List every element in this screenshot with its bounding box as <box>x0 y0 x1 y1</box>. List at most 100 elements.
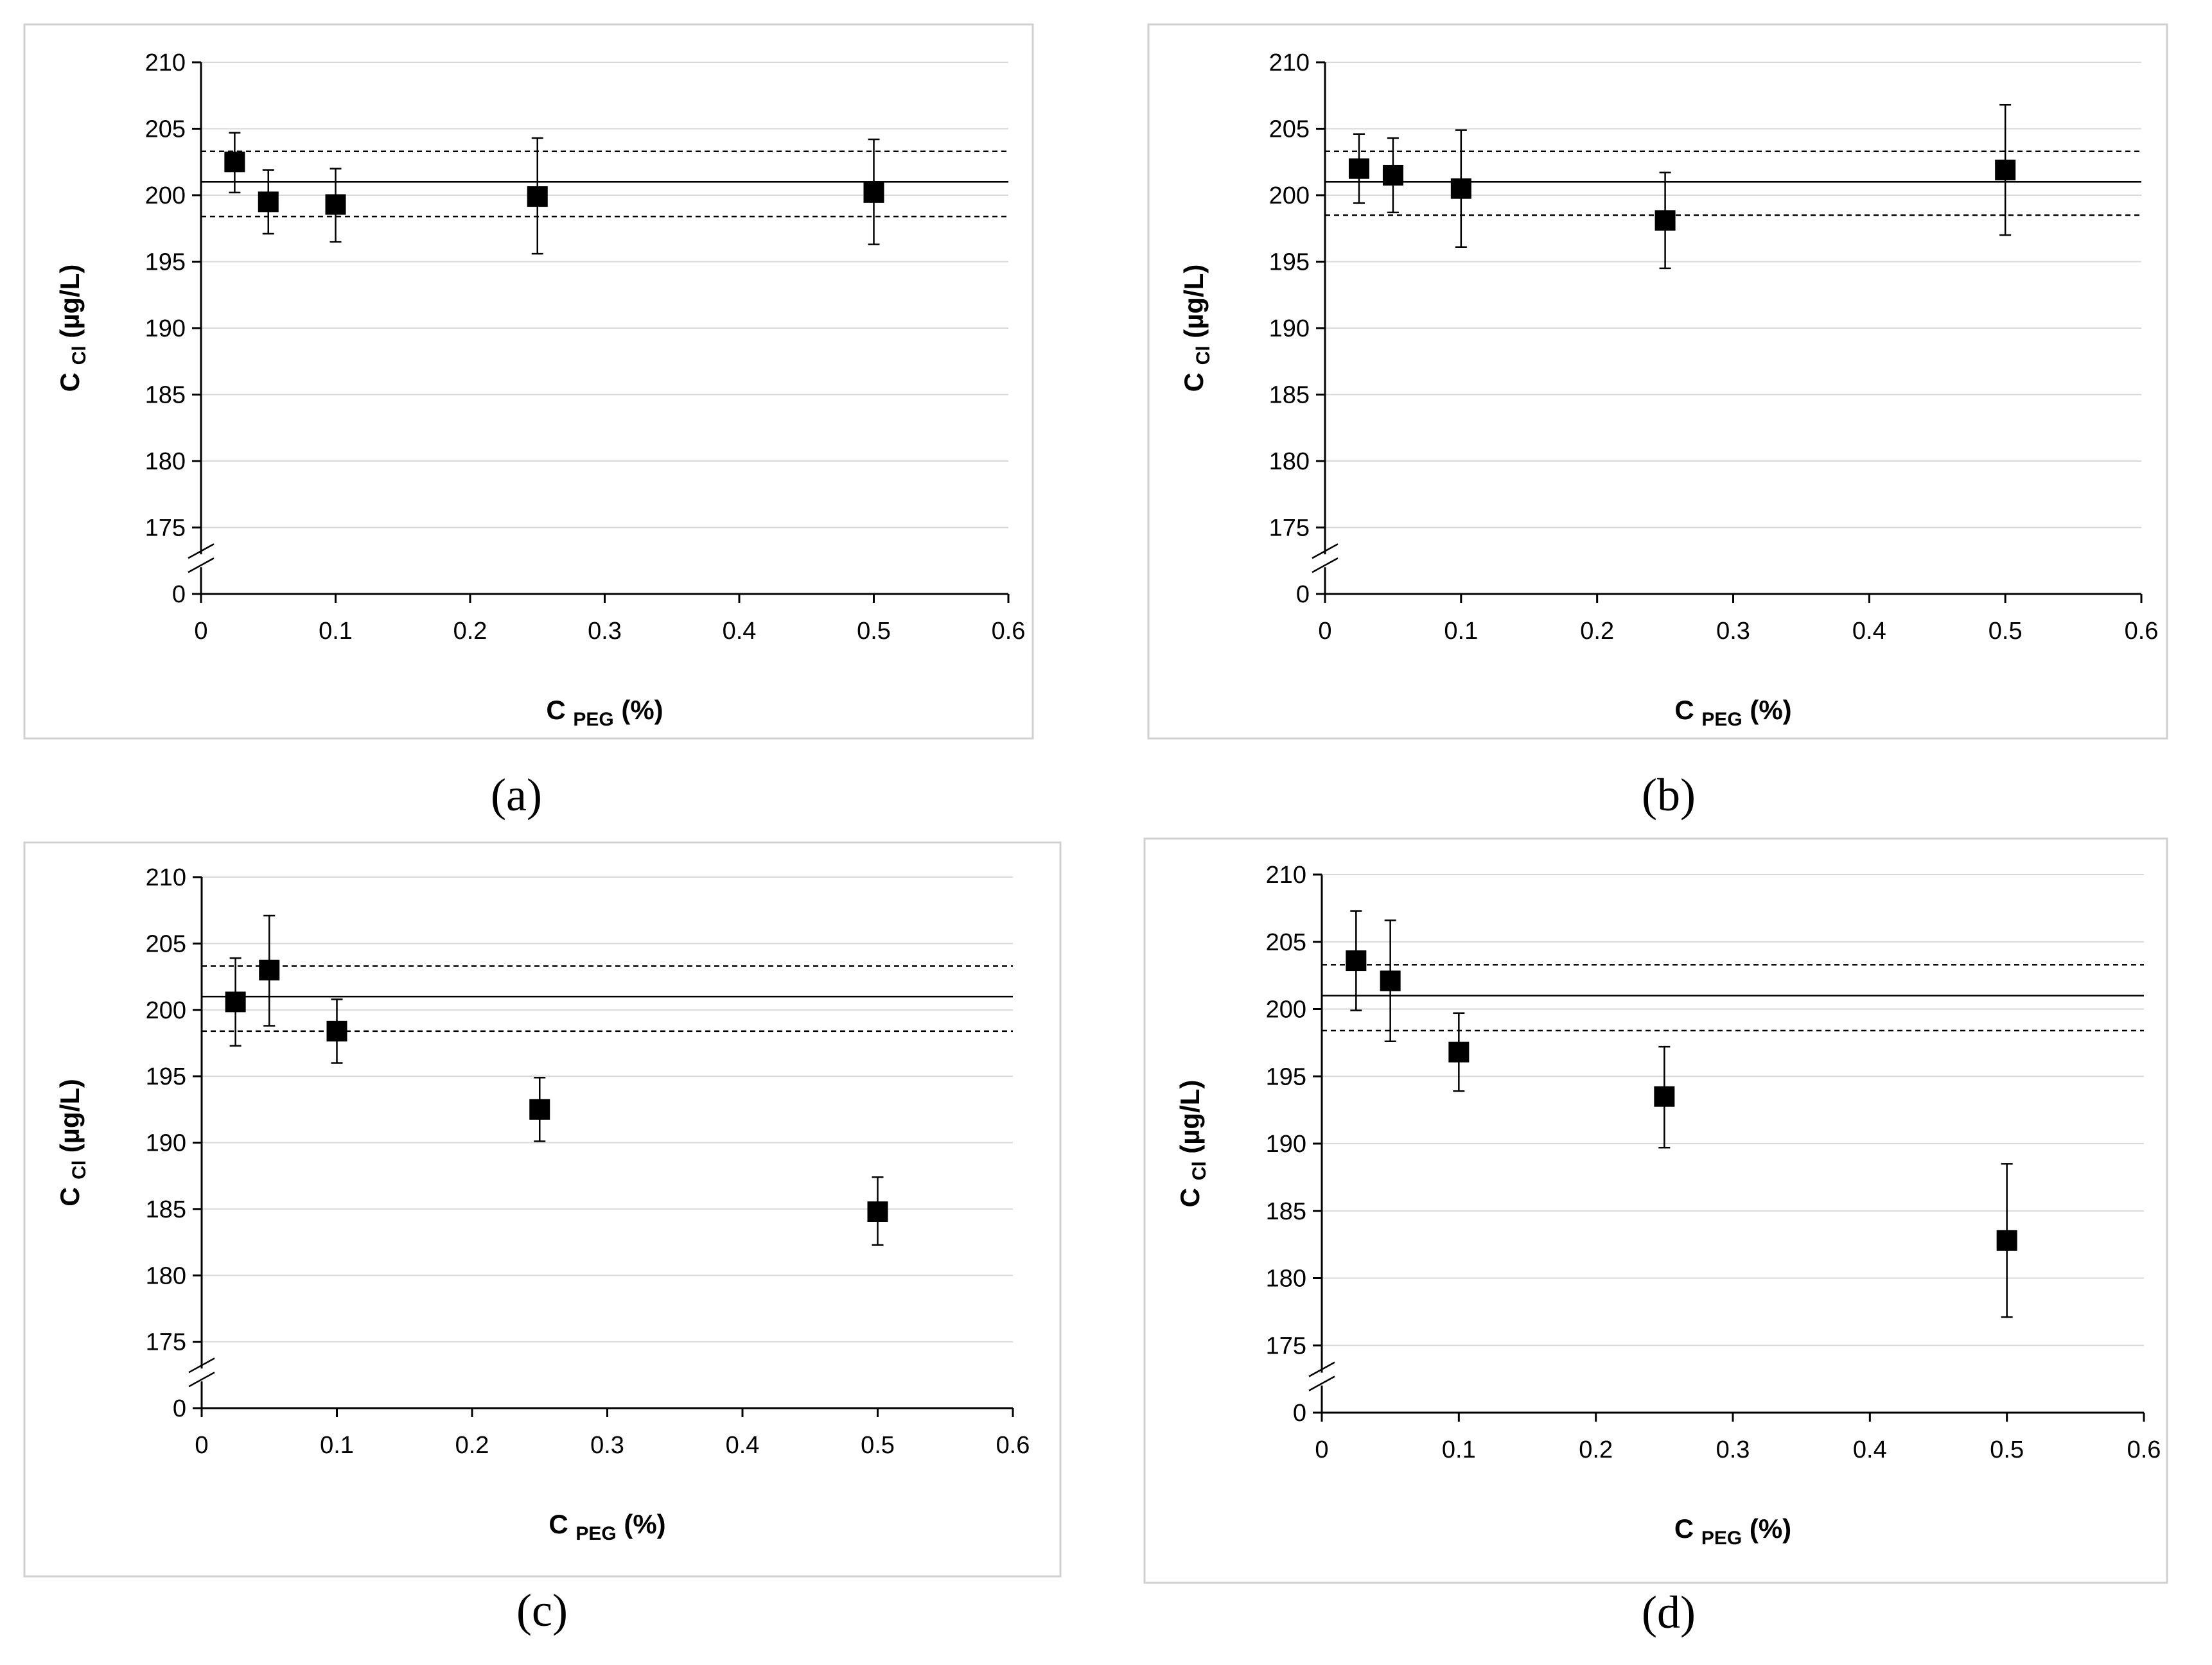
panel-d-x-tick-label: 0.1 <box>1442 1436 1476 1463</box>
x-title-main: C <box>549 1509 575 1539</box>
panel-b-x-tick-label: 0.2 <box>1580 618 1614 645</box>
panel-b-x-tick-label: 0.3 <box>1716 618 1750 645</box>
panel-d-x-tick-label: 0.6 <box>2127 1436 2161 1463</box>
panel-b-y-tick-label: 175 <box>1269 515 1310 542</box>
y-title-main: C <box>55 365 85 392</box>
y-title-sub: Cl <box>69 1160 90 1180</box>
panel-a-y-tick-label: 180 <box>145 448 186 475</box>
panel-d-y-tick-label: 180 <box>1266 1266 1306 1293</box>
panel-a-frame <box>23 23 1034 740</box>
y-title-sub: Cl <box>69 345 90 365</box>
panel-b-data-point <box>1382 164 1403 186</box>
y-title-unit: (µg/L) <box>1175 1080 1205 1162</box>
panel-c-y-tick-label: 195 <box>146 1063 186 1090</box>
panel-c-label: (c) <box>516 1585 568 1636</box>
x-title-sub: PEG <box>575 1523 616 1544</box>
panel-d-x-tick-label: 0.2 <box>1579 1436 1613 1463</box>
panel-c-x-tick-label: 0 <box>195 1432 208 1459</box>
x-title-unit: (%) <box>614 695 663 725</box>
panel-c-y-axis-title: C Cl (µg/L) <box>55 1079 90 1207</box>
panel-b-axis-break-gap <box>1311 554 1339 568</box>
panel-b-y-tick-label: 200 <box>1269 182 1310 209</box>
panel-c-x-tick-label: 0.2 <box>455 1432 489 1459</box>
panel-d-y-tick-label: 195 <box>1266 1063 1306 1090</box>
panel-a-x-tick-label: 0.2 <box>453 618 487 645</box>
panel-c-y-tick-label: 180 <box>146 1262 186 1289</box>
panel-c-y-tick-label: 210 <box>146 864 186 891</box>
panel-a-data-point <box>258 191 279 213</box>
y-title-main: C <box>1179 365 1209 392</box>
panel-b-y-tick-label: 190 <box>1269 315 1310 342</box>
panel-d-y-tick-label: 210 <box>1266 862 1306 889</box>
panel-d-y-axis-title: C Cl (µg/L) <box>1175 1080 1210 1208</box>
panel-d-data-point <box>1380 970 1401 991</box>
panel-a-axis-break-icon <box>188 543 215 573</box>
panel-a-axis-break-gap <box>187 554 215 568</box>
panel-a: 0 175 180 185 190 195 200 205 210 0 0.1 0.2 0.3 0.4 0.… <box>23 23 1034 740</box>
panel-c-y-tick-label: 190 <box>146 1130 186 1157</box>
panel-c-axis-break-gap <box>188 1368 216 1382</box>
panel-c: 0 175 180 185 190 195 200 205 210 0 0.1 0.2 0.3 0.4 0.… <box>23 841 1062 1578</box>
panel-d-axis-break-icon <box>1308 1361 1335 1391</box>
panel-b-x-tick-label: 0.4 <box>1852 618 1886 645</box>
panel-a-x-tick-label: 0.1 <box>319 618 353 645</box>
panel-c-data-point <box>326 1020 347 1042</box>
y-title-unit: (µg/L) <box>55 265 85 346</box>
panel-a-x-tick-label: 0.5 <box>857 618 891 645</box>
panel-b-frame <box>1147 23 2168 740</box>
panel-d-y-tick-label: 205 <box>1266 929 1306 956</box>
panel-a-x-tick-label: 0 <box>194 618 207 645</box>
panel-b-y-tick-label: 185 <box>1269 382 1310 409</box>
panel-d-data-point <box>1448 1042 1470 1063</box>
panel-d-y-tick-label: 175 <box>1266 1332 1306 1359</box>
panel-a-y-tick-label: 200 <box>145 182 186 209</box>
panel-c-data-point <box>259 959 280 981</box>
x-title-unit: (%) <box>1742 695 1792 725</box>
y-title-unit: (µg/L) <box>55 1079 85 1160</box>
y-title-sub: Cl <box>1189 1161 1210 1180</box>
panel-d-data-point <box>1654 1086 1675 1107</box>
x-title-main: C <box>546 695 573 725</box>
panel-d-y-tick-label: 185 <box>1266 1198 1306 1225</box>
panel-a-x-tick-label: 0.6 <box>992 618 1026 645</box>
panel-b-y-tick-label: 210 <box>1269 49 1310 76</box>
panel-a-y-tick-label: 175 <box>145 515 186 542</box>
panel-b-x-tick-label: 0 <box>1318 618 1331 645</box>
x-title-main: C <box>1674 1513 1701 1544</box>
panel-d-y-tick-label: 190 <box>1266 1131 1306 1158</box>
panel-d-label: (d) <box>1642 1587 1696 1638</box>
panel-c-x-tick-label: 0.5 <box>861 1432 895 1459</box>
panel-b-x-tick-label: 0.5 <box>1988 618 2023 645</box>
panel-d-x-tick-label: 0.4 <box>1853 1436 1887 1463</box>
panel-a-data-point <box>863 182 884 203</box>
x-title-sub: PEG <box>1701 1528 1742 1549</box>
panel-b-y-tick-label: 180 <box>1269 448 1310 475</box>
panel-b-x-tick-label: 0.6 <box>2125 618 2159 645</box>
panel-a-y-tick-label: 205 <box>145 116 186 143</box>
panel-a-data-point <box>527 186 548 207</box>
panel-d-x-axis-title: C PEG (%) <box>1674 1513 1791 1549</box>
panel-b-label: (b) <box>1642 769 1696 821</box>
panel-a-y-tick-label: 210 <box>145 49 186 76</box>
panel-a-x-tick-label: 0.3 <box>588 618 622 645</box>
x-title-sub: PEG <box>573 709 613 730</box>
panel-d-axis-break-gap <box>1308 1372 1336 1386</box>
panel-a-y-axis-title: C Cl (µg/L) <box>55 265 90 392</box>
panel-b: 0 175 180 185 190 195 200 205 210 0 0.1 0.2 0.3 0.4 0.… <box>1147 23 2168 740</box>
panel-d-data-point <box>1346 950 1367 972</box>
panel-d-data-point <box>1996 1230 2017 1251</box>
panel-a-x-tick-label: 0.4 <box>723 618 757 645</box>
panel-c-x-tick-label: 0.6 <box>996 1432 1030 1459</box>
panel-d: 0 175 180 185 190 195 200 205 210 0 0.1 0.2 0.3 0.4 0.… <box>1143 837 2168 1584</box>
panel-b-data-point <box>1995 159 2016 180</box>
x-title-sub: PEG <box>1701 709 1742 730</box>
panel-c-x-tick-label: 0.4 <box>726 1432 760 1459</box>
y-title-main: C <box>55 1180 85 1207</box>
panel-b-data-point <box>1450 178 1471 199</box>
x-title-unit: (%) <box>1742 1513 1791 1544</box>
y-title-unit: (µg/L) <box>1179 265 1209 346</box>
panel-b-y-axis-title: C Cl (µg/L) <box>1179 265 1214 392</box>
y-title-sub: Cl <box>1193 345 1214 365</box>
panel-c-axis-break-icon <box>188 1357 215 1388</box>
